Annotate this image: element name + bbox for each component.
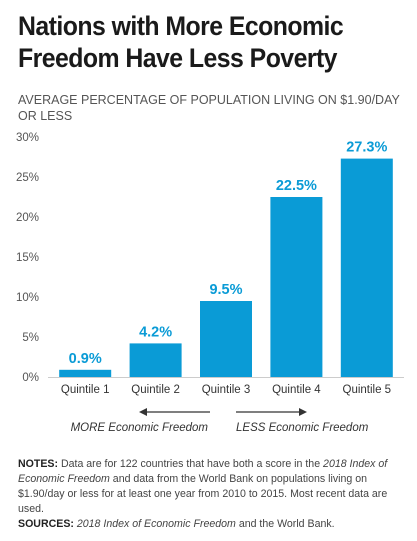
- y-tick-label: 5%: [22, 332, 39, 344]
- bar-value-label: 0.9%: [69, 351, 102, 367]
- notes-label: NOTES:: [18, 458, 59, 470]
- bar-value-label: 9.5%: [209, 282, 242, 298]
- notes-text-2: and data from the World Bank on populati…: [18, 473, 388, 515]
- bar-value-label: 27.3%: [346, 140, 387, 156]
- bar: [340, 158, 393, 377]
- y-tick-label: 25%: [16, 172, 39, 184]
- chart-title: Nations with More Economic Freedom Have …: [18, 11, 344, 73]
- bar-chart: 0% 5% 10% 15% 20% 25% 30% 0.9% Quintile 1 4.2% Qui…: [16, 132, 404, 434]
- less-freedom-label: LESS Economic Freedom: [236, 422, 369, 434]
- x-tick-label: Quintile 2: [131, 384, 180, 396]
- right-arrow-head: [299, 408, 307, 416]
- y-tick-label: 15%: [16, 252, 39, 264]
- sources-paragraph: SOURCES: 2018 Index of Economic Freedom …: [18, 517, 406, 532]
- y-tick-label: 10%: [16, 292, 39, 304]
- sources-text: and the World Bank.: [235, 518, 335, 530]
- notes-block: NOTES: Data are for 122 countries that h…: [18, 457, 406, 532]
- more-freedom-label: MORE Economic Freedom: [71, 422, 209, 434]
- notes-paragraph: NOTES: Data are for 122 countries that h…: [18, 457, 406, 517]
- x-tick-label: Quintile 1: [61, 384, 110, 396]
- y-tick-label: 20%: [16, 212, 39, 224]
- x-tick-label: Quintile 4: [272, 384, 321, 396]
- sources-index-title: 2018 Index of Economic Freedom: [76, 518, 236, 530]
- bar-value-label: 22.5%: [276, 178, 317, 194]
- sources-label: SOURCES:: [18, 518, 74, 530]
- notes-text-1: Data are for 122 countries that have bot…: [58, 458, 324, 470]
- x-tick-label: Quintile 5: [343, 384, 392, 396]
- chart-subtitle: AVERAGE PERCENTAGE OF POPULATION LIVING …: [18, 93, 400, 123]
- left-arrow-head: [139, 408, 147, 416]
- y-tick-label: 0%: [22, 372, 39, 384]
- notes-index-title: 2018 Index of Economic Freedom: [18, 458, 388, 485]
- bar: [129, 343, 182, 377]
- bar: [270, 197, 323, 377]
- bar: [200, 301, 252, 377]
- bar-value-label: 4.2%: [139, 324, 172, 340]
- x-tick-label: Quintile 3: [202, 384, 251, 396]
- bar: [59, 369, 112, 377]
- y-tick-label: 30%: [16, 132, 39, 144]
